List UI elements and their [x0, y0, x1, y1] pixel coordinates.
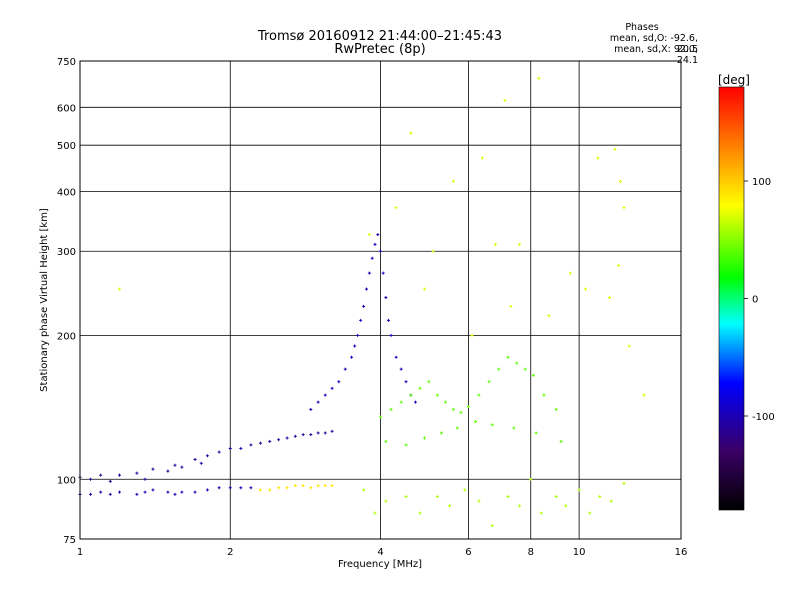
- colorbar-tick-label: 100: [752, 177, 771, 188]
- y-tick-label: 300: [57, 247, 76, 258]
- y-tick-label: 400: [57, 187, 76, 198]
- chart-title: Tromsø 20160912 21:44:00–21:45:43: [257, 29, 503, 44]
- plot-frame: [79, 60, 682, 540]
- phase-stats-x-mode: mean, sd,X: 92.0, 24.1: [614, 44, 698, 66]
- x-tick-label: 2: [227, 547, 233, 558]
- x-tick-label: 8: [528, 547, 534, 558]
- colorbar-ticks: 100 0 -100: [744, 177, 775, 423]
- y-tick-label: 500: [57, 141, 76, 152]
- data-points: [78, 76, 646, 528]
- y-tick-label: 75: [63, 535, 76, 546]
- x-axis-title: Frequency [MHz]: [338, 559, 422, 570]
- y-tick-label: 750: [57, 57, 76, 68]
- x-tick-label: 1: [77, 547, 83, 558]
- x-tick-label: 4: [377, 547, 383, 558]
- x-tick-label: 6: [465, 547, 471, 558]
- phase-stats-heading: Phases: [625, 22, 659, 33]
- x-axis-ticks: 1 2 4 6 8 10 16: [77, 547, 688, 558]
- y-tick-label: 100: [57, 475, 76, 486]
- grid-lines: [80, 61, 681, 539]
- y-tick-label: 200: [57, 331, 76, 342]
- y-axis-title: Stationary phase Virtual Height [km]: [39, 208, 50, 392]
- colorbar-tick-label: -100: [752, 412, 775, 423]
- colorbar-title: [deg]: [718, 73, 750, 87]
- colorbar-tick-label: 0: [752, 295, 758, 306]
- colorbar: [718, 86, 745, 511]
- y-axis-ticks: 75 100 200 300 400 500 600 750: [57, 57, 76, 546]
- phase-stats-o-mode: mean, sd,O: -92.6, 20.5: [609, 33, 698, 55]
- y-tick-label: 600: [57, 103, 76, 114]
- chart-subtitle: RwPretec (8p): [334, 42, 426, 57]
- x-tick-label: 16: [675, 547, 688, 558]
- x-tick-label: 10: [573, 547, 586, 558]
